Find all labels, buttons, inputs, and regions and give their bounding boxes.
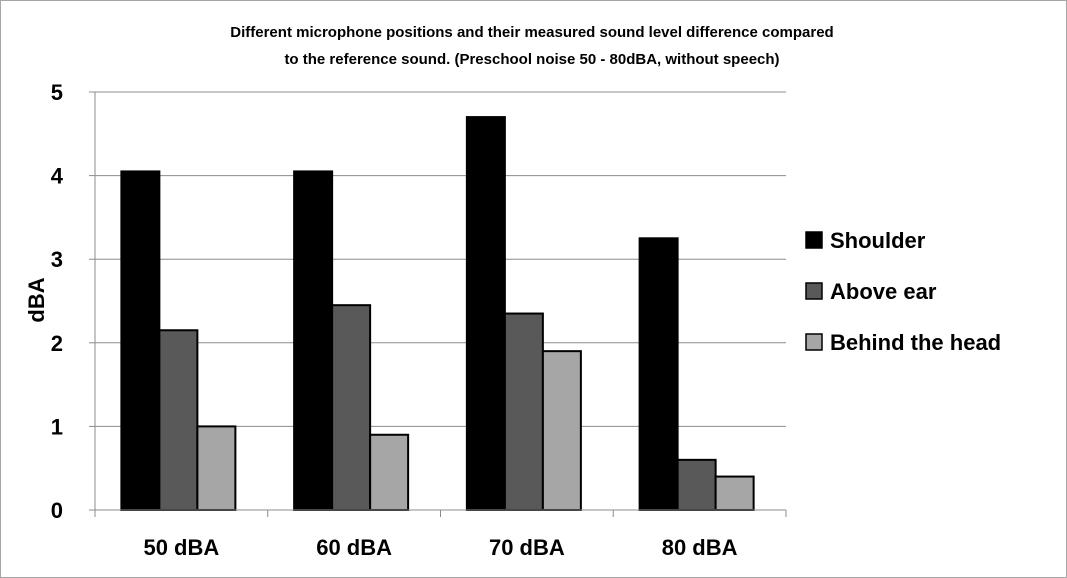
y-tick-label: 1 (51, 414, 63, 439)
bar-shoulder (465, 116, 506, 512)
legend-label: Behind the head (830, 330, 1001, 355)
bars (120, 116, 755, 512)
legend: Shoulder Above ear Behind the head (805, 228, 1001, 355)
bar-behind-the-head (714, 475, 755, 511)
y-tick-label: 3 (51, 247, 63, 272)
bar-shoulder (638, 237, 679, 512)
axes (89, 91, 787, 517)
bar-shoulder (293, 170, 334, 511)
legend-label: Shoulder (830, 228, 926, 253)
bar-above-ear (676, 458, 717, 511)
axis-labels: 0 1 2 3 4 5 50 dBA 60 dBA 70 dBA 80 dBA (51, 80, 738, 560)
bar-behind-the-head (196, 425, 237, 511)
bar-shoulder (120, 170, 161, 511)
chart-subtitle: to the reference sound. (Preschool noise… (284, 51, 779, 68)
legend-swatch (805, 282, 823, 300)
y-tick-label: 2 (51, 331, 63, 356)
bar-behind-the-head (369, 433, 410, 512)
y-tick-label: 5 (51, 80, 63, 105)
x-category-label: 50 dBA (143, 535, 219, 560)
legend-label: Above ear (830, 279, 937, 304)
bar-behind-the-head (541, 350, 582, 511)
y-tick-label: 0 (51, 498, 63, 523)
bar-above-ear (158, 329, 199, 512)
chart-title: Different microphone positions and their… (230, 24, 833, 41)
gridlines (95, 91, 786, 427)
bar-above-ear (503, 312, 544, 512)
x-category-label: 60 dBA (316, 535, 392, 560)
y-axis-label: dBA (24, 277, 49, 322)
legend-swatch (805, 231, 823, 249)
legend-swatch (805, 333, 823, 351)
x-category-label: 70 dBA (489, 535, 565, 560)
bar-above-ear (331, 304, 372, 511)
x-category-label: 80 dBA (662, 535, 738, 560)
y-tick-label: 4 (51, 164, 64, 189)
